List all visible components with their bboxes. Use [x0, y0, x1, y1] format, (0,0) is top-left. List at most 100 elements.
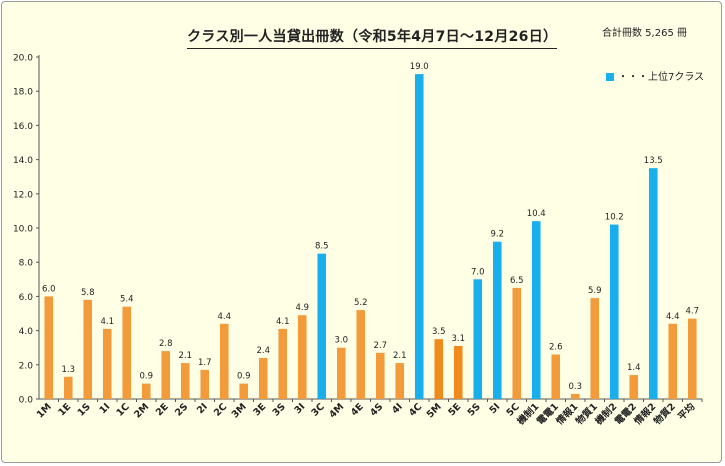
data-label: 0.9 [139, 372, 153, 382]
x-tick-label: 1M [35, 401, 54, 420]
bar [44, 296, 54, 399]
x-tick-label: 平均 [675, 400, 697, 422]
data-label: 1.4 [627, 363, 641, 373]
bar [297, 315, 307, 399]
data-label: 2.6 [549, 343, 563, 353]
bar [375, 352, 385, 399]
data-label: 5.2 [354, 298, 368, 308]
bar [551, 354, 561, 399]
data-label: 6.0 [42, 284, 56, 294]
bar [317, 253, 327, 399]
x-tick-label: 情報1 [553, 401, 580, 428]
data-label: 3.1 [451, 334, 465, 344]
bar [629, 375, 639, 399]
bar [687, 318, 697, 399]
y-tick-label: 10.0 [13, 225, 33, 235]
x-tick-label: 3E [251, 401, 268, 418]
data-label: 9.2 [490, 230, 504, 240]
y-tick-label: 16.0 [13, 122, 33, 132]
x-tick-label: 5S [466, 401, 483, 418]
bar [63, 376, 73, 399]
data-label: 2.1 [393, 351, 407, 361]
y-tick-label: 2.0 [19, 361, 34, 371]
y-tick-label: 18.0 [13, 88, 33, 98]
bar [512, 287, 522, 399]
x-tick-label: 3S [271, 401, 288, 418]
data-label: 2.1 [178, 351, 192, 361]
legend-swatch [606, 73, 614, 81]
bar [122, 306, 132, 399]
bar [102, 328, 112, 399]
bar [414, 74, 424, 399]
data-label: 10.2 [605, 213, 624, 223]
data-label: 10.4 [527, 209, 546, 219]
x-tick-label: 4E [349, 401, 366, 418]
y-tick-label: 14.0 [13, 156, 33, 166]
bar [219, 323, 229, 399]
x-tick-label: 情報2 [631, 401, 658, 428]
data-label: 3.0 [334, 336, 348, 346]
data-label: 4.7 [685, 307, 699, 317]
bar [648, 168, 658, 399]
x-tick-label: 2S [173, 401, 190, 418]
bar [200, 369, 210, 399]
x-tick-label: 3M [230, 401, 249, 420]
x-tick-label: 4C [407, 401, 424, 418]
bar [668, 323, 678, 399]
bar [161, 351, 171, 399]
data-label: 4.9 [295, 303, 309, 313]
y-tick-label: 4.0 [19, 327, 34, 337]
bar [83, 299, 93, 399]
x-tick-label: 2I [195, 401, 210, 416]
bar [356, 310, 366, 399]
x-tick-label: 1C [114, 401, 131, 418]
y-tick-label: 20.0 [13, 54, 33, 64]
legend-label: ・・・上位7クラス [618, 72, 705, 83]
data-label: 5.8 [81, 288, 95, 298]
x-tick-label: 5M [425, 401, 444, 420]
y-tick-label: 0.0 [19, 396, 34, 406]
bar [258, 357, 268, 399]
bar [473, 279, 483, 399]
x-tick-label: 5I [487, 401, 502, 416]
data-label: 2.8 [159, 339, 173, 349]
x-tick-label: 4M [327, 401, 346, 420]
x-tick-label: 2M [132, 401, 151, 420]
data-label: 4.1 [276, 317, 290, 327]
data-label: 2.7 [373, 341, 387, 351]
bar [395, 363, 405, 399]
bar [609, 224, 619, 399]
bar [278, 328, 288, 399]
data-label: 1.7 [198, 358, 212, 368]
x-tick-label: 1S [76, 401, 93, 418]
data-label: 4.4 [217, 312, 231, 322]
x-tick-label: 3C [309, 401, 326, 418]
x-tick-label: 2C [212, 401, 229, 418]
y-tick-label: 8.0 [19, 259, 34, 269]
x-tick-label: 4S [368, 401, 385, 418]
total-count-label: 合計冊数 5,265 冊 [602, 28, 687, 39]
x-tick-label: 物質2 [651, 401, 678, 428]
data-label: 6.5 [510, 276, 524, 286]
legend: ・・・上位7クラス [606, 68, 704, 83]
x-tick-label: 1I [97, 401, 112, 416]
bar [239, 383, 249, 399]
data-label: 19.0 [410, 62, 429, 72]
data-label: 1.3 [61, 365, 75, 375]
x-tick-label: 4I [390, 401, 405, 416]
x-tick-label: 5E [446, 401, 463, 418]
data-label: 7.0 [471, 267, 485, 277]
y-tick-label: 6.0 [19, 293, 34, 303]
bar [141, 383, 151, 399]
data-label: 3.5 [432, 327, 446, 337]
x-tick-label: 3I [292, 401, 307, 416]
x-tick-label: 2E [154, 401, 171, 418]
data-label: 4.1 [100, 317, 114, 327]
data-label: 5.4 [120, 295, 134, 305]
x-tick-label: 1E [56, 401, 73, 418]
bar [492, 241, 502, 399]
bar [590, 298, 600, 399]
bar [434, 339, 444, 399]
